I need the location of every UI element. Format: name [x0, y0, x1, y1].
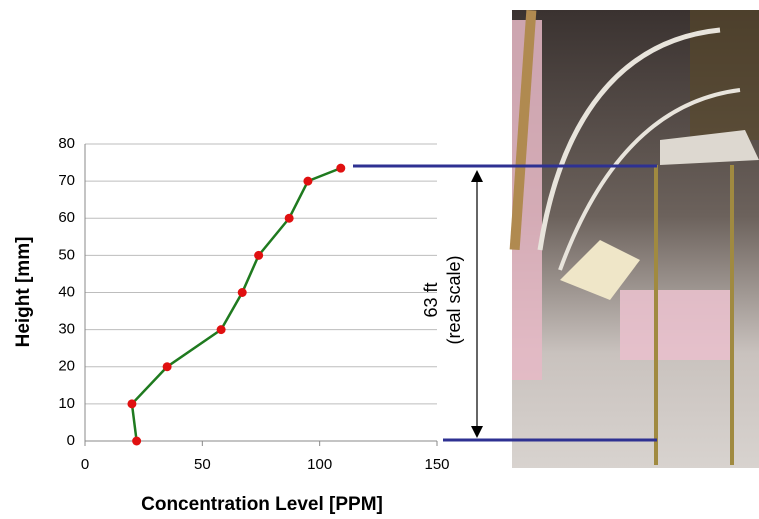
- line: [132, 168, 341, 441]
- page: 63 ft (real scale) Concentration Level […: [0, 0, 759, 519]
- annotation: 63 ft: [421, 282, 441, 317]
- point: [132, 437, 141, 446]
- y-tick-label: 80: [58, 135, 75, 152]
- point: [285, 214, 294, 223]
- x-tick-label: 0: [81, 456, 89, 473]
- y-tick-label: 60: [58, 209, 75, 226]
- photo: [510, 10, 759, 468]
- point: [127, 399, 136, 408]
- point: [163, 362, 172, 371]
- y-tick-label: 30: [58, 321, 75, 338]
- point: [254, 251, 263, 260]
- y-tick-label: 20: [58, 358, 75, 375]
- point: [217, 325, 226, 334]
- x-tick-label: 100: [307, 456, 332, 473]
- x-tick-label: 150: [424, 456, 449, 473]
- y-tick-label: 40: [58, 283, 75, 300]
- y-tick-label: 10: [58, 395, 75, 412]
- y-tick-label: 70: [58, 172, 75, 189]
- x-tick-label: 50: [194, 456, 211, 473]
- annotation: (real scale): [444, 255, 464, 344]
- y-tick-label: 0: [67, 432, 75, 449]
- y-axis-title: Height [mm]: [13, 237, 34, 348]
- point: [336, 164, 345, 173]
- chart: 63 ft (real scale) Concentration Level […: [0, 0, 759, 519]
- point: [303, 177, 312, 186]
- point: [238, 288, 247, 297]
- y-tick-label: 50: [58, 246, 75, 263]
- x-axis-title: Concentration Level [PPM]: [141, 494, 383, 515]
